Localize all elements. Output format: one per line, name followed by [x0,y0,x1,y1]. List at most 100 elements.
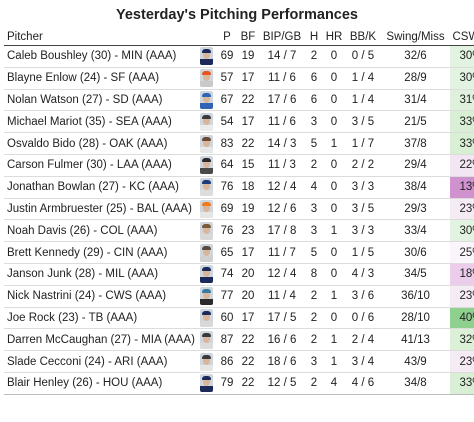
player-headshot [195,154,217,177]
player-headshot-icon [199,243,213,262]
player-headshot-icon [199,308,213,327]
table-row: Slade Cecconi (24) - ARI (AAA) 86 22 18 / 6… [4,350,474,373]
bb-k-cell: 4 / 6 [345,372,381,395]
bip-gb-cell: 12 / 4 [259,176,305,199]
swing-miss-cell: 41/13 [381,328,450,352]
batters-faced-cell: 17 [237,307,259,330]
player-headshot-icon [199,69,213,88]
csw-cell: 30% [450,67,474,90]
table-row: Jonathan Bowlan (27) - KC (AAA) 76 18 12 / … [4,176,474,199]
batters-faced-cell: 20 [237,263,259,286]
csw-cell: 40% [450,307,474,330]
bip-gb-cell: 11 / 6 [259,67,305,90]
csw-cell: 23% [450,285,474,308]
csw-cell: 23% [450,198,474,221]
pitches-cell: 86 [217,350,237,373]
bip-gb-cell: 17 / 5 [259,307,305,330]
hits-cell: 6 [305,67,323,90]
player-headshot-icon [199,221,213,240]
batters-faced-cell: 19 [237,198,259,221]
home-runs-cell: 1 [323,328,345,352]
csw-cell: 30% [450,45,474,68]
hits-cell: 2 [305,307,323,330]
bip-gb-cell: 17 / 6 [259,89,305,112]
header-p[interactable]: P [217,29,237,46]
table-row: Justin Armbruester (25) - BAL (AAA) 69 19 1… [4,198,474,221]
home-runs-cell: 0 [323,307,345,330]
pitches-cell: 76 [217,219,237,243]
bb-k-cell: 0 / 5 [345,45,381,68]
csw-cell: 22% [450,154,474,177]
header-bb-k[interactable]: BB/K [345,29,381,46]
swing-miss-cell: 29/4 [381,154,450,177]
bb-k-cell: 3 / 5 [345,110,381,134]
header-h[interactable]: H [305,29,323,46]
pitching-table: Pitcher P BF BIP/GB H HR BB/K Swing/Miss… [4,29,474,395]
player-headshot [195,263,217,286]
header-bf[interactable]: BF [237,29,259,46]
player-headshot [195,67,217,90]
bb-k-cell: 1 / 7 [345,132,381,155]
player-headshot-icon [199,330,213,349]
bip-gb-cell: 11 / 4 [259,285,305,308]
csw-cell: 31% [450,89,474,112]
hits-cell: 6 [305,89,323,112]
pitches-cell: 65 [217,241,237,264]
pitcher-name: Nolan Watson (27) - SD (AAA) [4,89,195,112]
hits-cell: 2 [305,154,323,177]
hits-cell: 2 [305,328,323,352]
bb-k-cell: 0 / 6 [345,307,381,330]
home-runs-cell: 1 [323,132,345,155]
header-pitcher[interactable]: Pitcher [4,29,195,46]
player-headshot [195,176,217,199]
player-headshot [195,219,217,243]
bip-gb-cell: 11 / 3 [259,154,305,177]
bip-gb-cell: 11 / 7 [259,241,305,264]
pitches-cell: 76 [217,176,237,199]
hits-cell: 4 [305,176,323,199]
bb-k-cell: 2 / 2 [345,154,381,177]
header-headshot [195,29,217,46]
pitches-cell: 79 [217,372,237,395]
batters-faced-cell: 22 [237,89,259,112]
header-swing-miss[interactable]: Swing/Miss [381,29,450,46]
hits-cell: 2 [305,285,323,308]
csw-cell: 13% [450,176,474,199]
pitches-cell: 87 [217,328,237,352]
hits-cell: 8 [305,263,323,286]
header-csw[interactable]: CSW% [450,29,474,46]
batters-faced-cell: 17 [237,67,259,90]
csw-cell: 33% [450,372,474,395]
table-body: Caleb Boushley (30) - MIN (AAA) 69 19 14 / … [4,45,474,395]
home-runs-cell: 0 [323,89,345,112]
player-headshot [195,110,217,134]
bb-k-cell: 3 / 6 [345,285,381,308]
table-title: Yesterday's Pitching Performances [116,7,358,23]
bb-k-cell: 3 / 3 [345,176,381,199]
player-headshot-icon [199,112,213,131]
header-bip-gb[interactable]: BIP/GB [259,29,305,46]
batters-faced-cell: 15 [237,154,259,177]
bip-gb-cell: 16 / 6 [259,328,305,352]
batters-faced-cell: 18 [237,176,259,199]
player-headshot-icon [199,47,213,66]
table-row: Nick Nastrini (24) - CWS (AAA) 77 20 11 / 4… [4,285,474,308]
hits-cell: 5 [305,241,323,264]
csw-cell: 25% [450,241,474,264]
pitches-cell: 74 [217,263,237,286]
pitcher-name: Slade Cecconi (24) - ARI (AAA) [4,350,195,373]
bb-k-cell: 3 / 3 [345,219,381,243]
batters-faced-cell: 23 [237,219,259,243]
player-headshot-icon [199,374,213,393]
header-hr[interactable]: HR [323,29,345,46]
csw-cell: 18% [450,263,474,286]
bip-gb-cell: 17 / 8 [259,219,305,243]
bip-gb-cell: 18 / 6 [259,350,305,373]
hits-cell: 2 [305,45,323,68]
player-headshot [195,372,217,395]
swing-miss-cell: 37/8 [381,132,450,155]
